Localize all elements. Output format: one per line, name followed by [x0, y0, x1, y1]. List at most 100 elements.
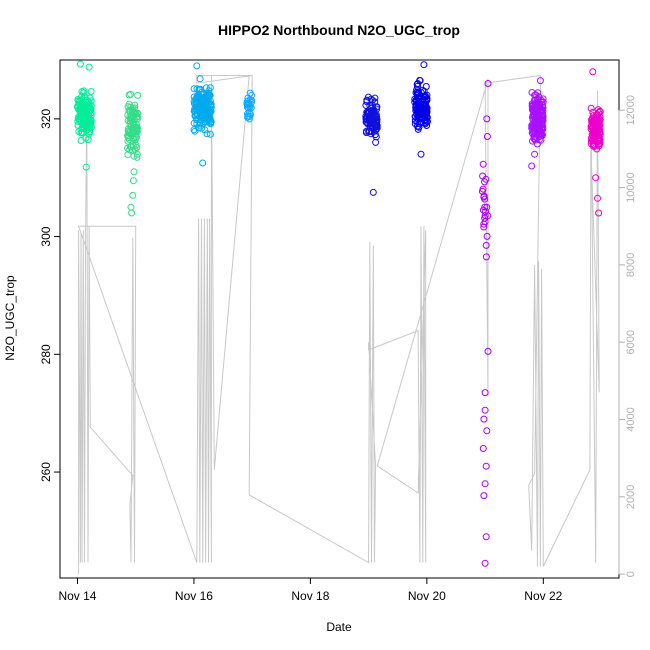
data-point [481, 218, 489, 226]
data-point [190, 126, 198, 134]
x-axis-label: Date [326, 620, 352, 634]
data-point [483, 133, 491, 140]
data-point [79, 110, 87, 118]
series-8 [587, 68, 604, 217]
data-point [596, 113, 604, 121]
data-point [86, 101, 94, 109]
data-point [538, 120, 546, 128]
data-point [87, 88, 95, 95]
data-point [422, 83, 430, 90]
data-point [195, 86, 203, 94]
data-point [482, 462, 490, 470]
data-point [130, 152, 138, 160]
data-point [482, 241, 490, 249]
data-point [529, 122, 536, 130]
series-5 [411, 61, 431, 158]
data-point [533, 140, 541, 148]
data-point [536, 77, 544, 85]
data-point [365, 108, 373, 116]
data-point [415, 111, 423, 119]
data-point [80, 87, 88, 95]
data-point [82, 134, 90, 142]
data-point [481, 559, 489, 567]
data-point [133, 110, 141, 118]
data-point [74, 96, 82, 103]
y2-tick-label: 12000 [625, 95, 637, 126]
data-point [130, 168, 138, 176]
data-point [368, 104, 375, 112]
data-point [589, 124, 597, 132]
data-point [528, 162, 536, 170]
data-point [82, 163, 90, 171]
data-point [484, 212, 492, 220]
y2-tick-label: 0 [625, 571, 637, 577]
data-point [127, 103, 135, 111]
x-tick-label: Nov 20 [408, 589, 446, 603]
y-tick-label: 320 [39, 109, 53, 129]
data-point [79, 107, 87, 115]
y2-tick-label: 4000 [625, 407, 637, 431]
data-point [415, 95, 423, 103]
data-point [538, 103, 546, 111]
data-point [372, 138, 380, 146]
series-0 [74, 60, 95, 171]
series-7 [528, 77, 547, 170]
data-point [129, 191, 137, 199]
data-point [134, 91, 142, 99]
data-point [422, 93, 429, 101]
y2-tick-label: 8000 [625, 253, 637, 277]
data-point [200, 94, 208, 102]
altitude-trace-line [77, 74, 600, 574]
data-point [245, 115, 253, 123]
data-point [588, 114, 596, 122]
data-point [422, 105, 430, 113]
data-point [199, 159, 207, 167]
data-point [133, 153, 141, 161]
data-point [127, 90, 135, 98]
series-2 [190, 62, 215, 167]
data-point [133, 150, 141, 158]
data-point [127, 203, 135, 211]
series-4 [362, 93, 381, 196]
data-point [362, 101, 370, 109]
data-point [480, 192, 488, 200]
data-points-layer [74, 60, 604, 567]
data-point [204, 100, 212, 108]
data-point [134, 113, 142, 121]
data-point [125, 136, 133, 143]
data-point [190, 85, 198, 93]
data-point [129, 124, 137, 131]
data-point [482, 208, 489, 216]
data-point [196, 99, 204, 107]
data-point [373, 105, 381, 113]
data-point [87, 120, 95, 128]
data-point [483, 427, 491, 435]
data-point [76, 60, 84, 68]
data-point [484, 80, 492, 87]
data-point [193, 62, 201, 70]
data-point [190, 93, 198, 101]
data-point [530, 110, 538, 118]
data-point [416, 118, 424, 126]
data-point [595, 209, 603, 217]
x-tick-label: Nov 14 [58, 589, 96, 603]
data-point [418, 119, 426, 127]
data-point [245, 99, 253, 107]
data-point [196, 119, 204, 127]
data-point [371, 94, 379, 102]
data-point [417, 150, 425, 158]
data-point [198, 124, 205, 132]
y-axis: 260 280 300 320 [39, 109, 61, 482]
data-point [484, 347, 492, 355]
data-point [362, 127, 370, 135]
data-point [589, 68, 597, 76]
data-point [206, 130, 214, 138]
data-point [75, 113, 83, 121]
data-point [596, 121, 604, 129]
data-point [592, 174, 600, 182]
data-point [482, 253, 490, 261]
data-point [417, 93, 425, 101]
data-point [480, 492, 488, 500]
data-point [74, 102, 82, 110]
data-point [414, 80, 422, 87]
